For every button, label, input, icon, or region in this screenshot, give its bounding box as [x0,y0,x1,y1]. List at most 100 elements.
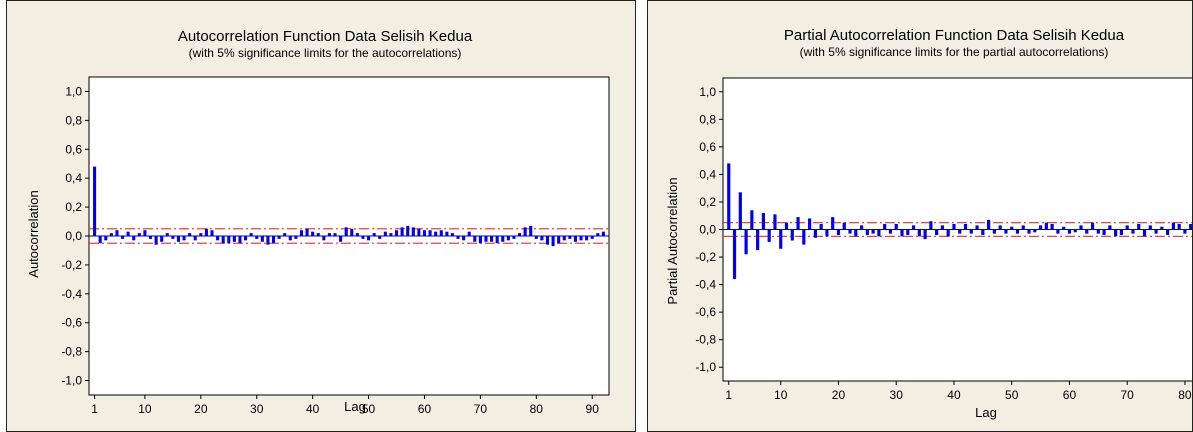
acf-bar [490,236,494,242]
acf-bar [154,236,158,245]
acf-bar [495,236,499,244]
acf-bar [193,236,197,241]
acf-bar [176,236,180,242]
pacf-bar [1062,226,1066,230]
pacf-bar [1050,223,1054,230]
acf-bar [126,231,130,236]
pacf-bar [819,223,823,230]
acf-bar [378,236,382,239]
pacf-y-tick-label: 0,0 [699,223,716,237]
acf-bar [121,236,125,239]
pacf-y-axis-label: Partial Autocorrelation [665,177,680,304]
acf-y-tick-label: 0,2 [65,200,82,214]
acf-y-tick-label: 1,0 [65,84,82,98]
pacf-bar [911,225,916,230]
acf-bar [478,236,482,244]
acf-x-tick-label: 90 [586,402,600,416]
acf-bar [389,233,393,236]
pacf-bar [1171,222,1175,230]
acf-bar [104,236,108,241]
pacf-bar [767,229,771,242]
acf-bar [109,233,113,236]
pacf-bar [975,225,979,230]
pacf-x-tick-label: 80 [1178,388,1192,402]
pacf-bar [802,229,806,245]
pacf-bar [1131,229,1135,234]
pacf-bar [761,212,766,230]
pacf-bar [790,229,794,241]
pacf-bar [1189,223,1192,230]
pacf-bar [1177,223,1181,230]
acf-bar [271,236,276,244]
acf-bar [417,228,421,236]
pacf-bar [1166,229,1170,236]
acf-bar [305,228,309,236]
acf-bar [501,236,505,242]
acf-bar [210,230,214,236]
pacf-bar [1125,225,1129,230]
pacf-bar [1010,226,1014,230]
acf-bar [143,230,147,236]
acf-bar [188,233,192,236]
pacf-bar [1183,229,1187,234]
acf-x-tick-label: 10 [138,402,152,416]
pacf-bar [842,222,846,230]
pacf-y-tick-label: -0,2 [695,250,716,264]
acf-bar [93,166,97,236]
acf-bar [148,236,153,239]
pacf-bar [1085,229,1089,234]
pacf-bar [744,229,748,255]
acf-bar [322,236,326,241]
pacf-y-tick-label: -0,6 [695,305,716,319]
pacf-x-tick-label: 10 [774,388,788,402]
acf-bar [288,236,292,241]
acf-bar [545,236,550,245]
pacf-bar [940,225,945,230]
pacf-bar [1119,229,1124,236]
acf-y-tick-label: -0,6 [61,316,82,330]
acf-y-tick-label: 0,6 [65,142,82,156]
acf-x-tick-label: 20 [194,402,208,416]
pacf-bar [1027,229,1031,234]
acf-chart-title: Autocorrelation Function Data Selisih Ke… [178,28,473,45]
acf-bar [534,236,538,239]
acf-bar [596,233,600,236]
acf-x-tick-label: 40 [306,402,320,416]
acf-x-tick-label: 30 [250,402,264,416]
acf-chart-subtitle: (with 5% significance limits for the aut… [189,46,462,60]
pacf-bar [871,229,875,234]
pacf-x-tick-label: 30 [890,388,904,402]
acf-x-tick-label: 70 [474,402,488,416]
pacf-x-tick-label: 40 [947,388,961,402]
acf-x-axis-label: Lag [344,399,366,414]
pacf-bar [981,229,985,236]
acf-bar [484,236,488,242]
pacf-bar [877,229,881,237]
acf-x-tick-label: 50 [362,402,376,416]
pacf-bar [854,229,858,237]
pacf-y-tick-label: 0,6 [699,140,716,154]
pacf-bar [1033,229,1037,233]
acf-bar [367,236,371,241]
pacf-bar [1015,229,1020,234]
acf-y-tick-label: -0,8 [61,345,82,359]
acf-bar [232,236,236,242]
pacf-bar [929,221,933,230]
pacf-bar [836,229,841,236]
acf-bar [132,236,136,241]
pacf-chart-subtitle: (with 5% significance limits for the par… [800,45,1109,59]
pacf-bar [998,225,1002,230]
acf-bar [333,233,337,236]
acf-y-tick-label: 0,4 [65,171,82,185]
pacf-bar [987,219,991,230]
pacf-bar [969,229,973,234]
acf-bar [540,236,544,241]
acf-bar [299,230,304,236]
pacf-bar [779,229,783,249]
pacf-y-tick-label: -0,4 [695,278,716,292]
pacf-bar [796,217,800,230]
pacf-chart: Partial Autocorrelation Function Data Se… [665,27,1192,420]
acf-bar [327,233,331,236]
acf-bar [562,236,566,241]
acf-bar [249,233,253,236]
